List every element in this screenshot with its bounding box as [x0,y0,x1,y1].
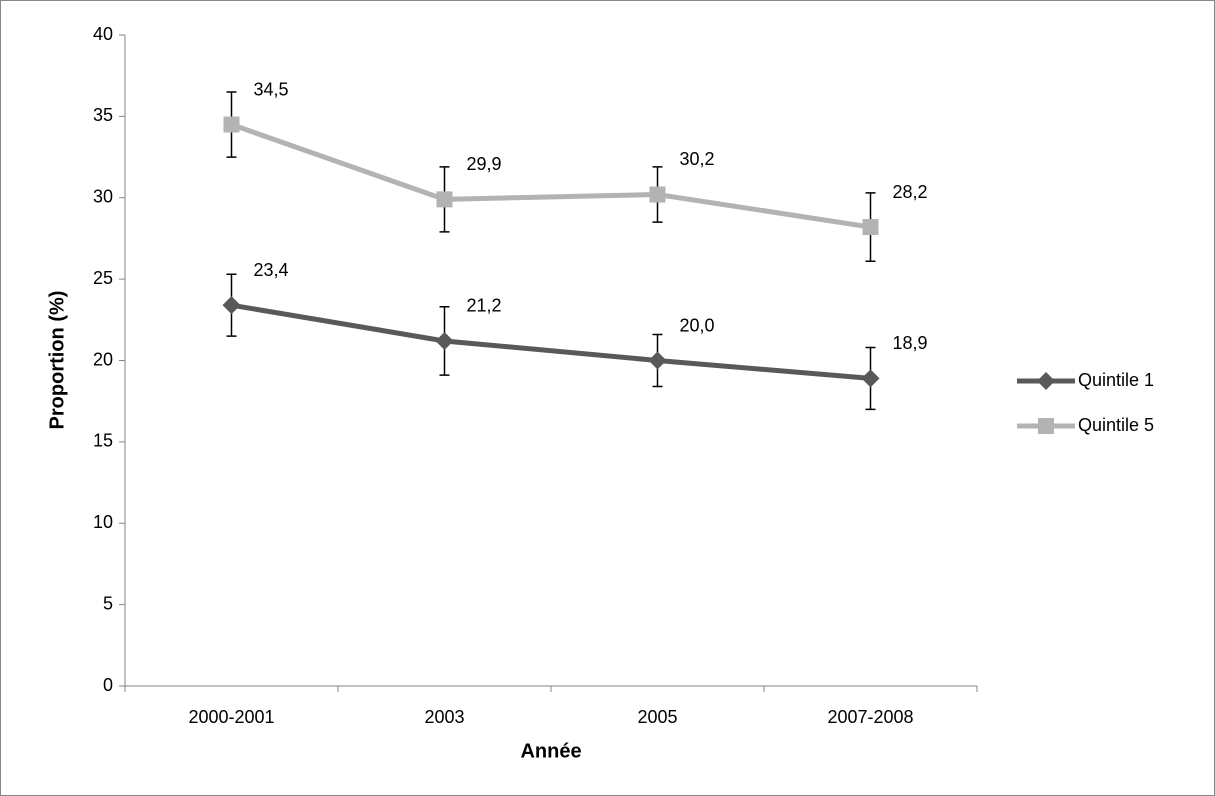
y-tick-label: 0 [103,675,113,695]
legend-label: Quintile 5 [1078,415,1154,435]
data-label: 28,2 [893,182,928,202]
data-point [223,116,240,133]
data-point [222,296,241,315]
y-tick-label: 30 [93,187,113,207]
data-point [861,369,880,388]
legend-marker [1037,372,1055,390]
x-tick-label: 2005 [637,707,677,727]
data-label: 30,2 [680,149,715,169]
y-tick-label: 20 [93,349,113,369]
data-label: 21,2 [467,296,502,316]
y-axis-title: Proportion (%) [46,291,68,430]
data-point [436,191,453,208]
data-label: 18,9 [893,333,928,353]
data-point [648,351,667,370]
y-tick-label: 5 [103,593,113,613]
data-point [649,186,666,203]
data-label: 23,4 [254,260,289,280]
legend-label: Quintile 1 [1078,370,1154,390]
y-tick-label: 35 [93,105,113,125]
series-line [231,302,871,381]
data-point [435,331,454,350]
data-label: 34,5 [254,79,289,99]
x-tick-label: 2000-2001 [188,707,274,727]
y-tick-label: 15 [93,431,113,451]
x-tick-label: 2003 [424,707,464,727]
x-axis-title: Année [520,740,581,762]
x-tick-label: 2007-2008 [827,707,913,727]
y-tick-label: 40 [93,24,113,44]
legend-marker [1038,418,1054,434]
y-tick-label: 10 [93,512,113,532]
data-point [862,219,879,236]
y-tick-label: 25 [93,268,113,288]
data-label: 29,9 [467,154,502,174]
series-line [230,122,871,230]
data-label: 20,0 [680,315,715,335]
